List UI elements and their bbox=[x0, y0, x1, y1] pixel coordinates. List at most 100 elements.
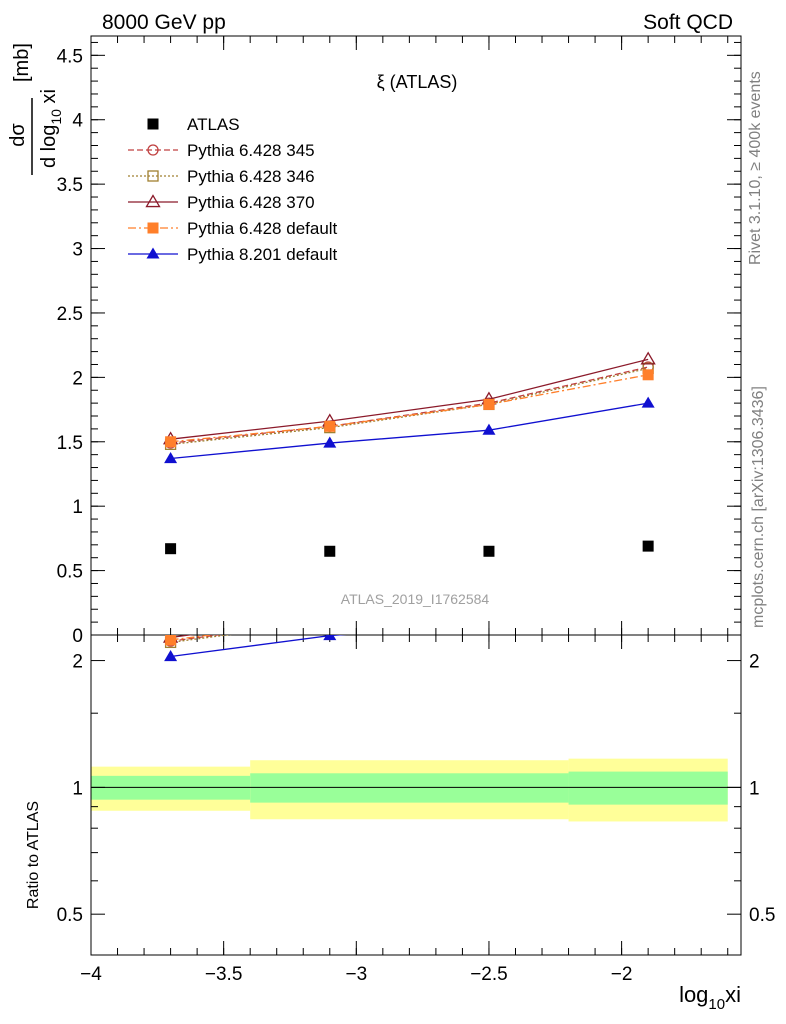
data-point bbox=[323, 436, 337, 448]
series-pythia-8-201-default bbox=[164, 396, 655, 464]
legend-label: Pythia 6.428 346 bbox=[187, 167, 315, 186]
series-atlas bbox=[165, 540, 654, 557]
data-point bbox=[165, 543, 177, 555]
y-tick-label: 2.5 bbox=[57, 304, 83, 325]
y-tick-label: 4 bbox=[72, 111, 83, 132]
ratio-tick-label-left: 1 bbox=[72, 778, 83, 799]
legend-entry-pythia-6-428-default: Pythia 6.428 default bbox=[128, 219, 338, 238]
header-right: Soft QCD bbox=[643, 11, 733, 34]
watermark: ATLAS_2019_I1762584 bbox=[341, 591, 490, 607]
ratio-point bbox=[642, 605, 655, 616]
ratio-point bbox=[165, 635, 177, 646]
ratio-point bbox=[643, 581, 653, 591]
legend-label: Pythia 6.428 345 bbox=[187, 141, 315, 160]
legend-marker bbox=[147, 118, 159, 130]
ylabel-unit: [mb] bbox=[11, 43, 33, 82]
y-tick-label: 2 bbox=[72, 368, 83, 389]
series-line bbox=[170, 374, 649, 443]
series-line bbox=[170, 367, 649, 445]
xlabel-post: xi bbox=[725, 982, 741, 1007]
plot-title: ξ (ATLAS) bbox=[377, 72, 458, 92]
band-inner bbox=[250, 773, 569, 803]
series-line bbox=[170, 402, 649, 460]
ratio-tick-label-right: 1 bbox=[749, 778, 760, 799]
band-inner bbox=[568, 771, 728, 805]
y-tick-label: 0.5 bbox=[57, 562, 83, 583]
series-pythia-6-428-370 bbox=[162, 351, 656, 445]
y-axis-label-main: dσ d log10 xi [mb] bbox=[7, 43, 64, 175]
series-pythia-6-428-default bbox=[165, 369, 654, 448]
y-tick-label: 3 bbox=[72, 240, 83, 261]
data-point bbox=[640, 351, 656, 365]
axes: −4 −3.5 −3 −2.5 −2 0 0.5 1 1.5 2 2.5 3 3.5 4 4.5 0.5 0.5… bbox=[57, 35, 775, 985]
ratio-frame bbox=[90, 634, 742, 956]
ratio-tick-label-left: 0.5 bbox=[57, 905, 83, 926]
xlabel-pre: log bbox=[679, 982, 708, 1007]
y-tick-label: 1 bbox=[72, 497, 83, 518]
ratio-pythia-8-201-default bbox=[164, 605, 655, 662]
ylabel-den-sub: 10 bbox=[48, 109, 64, 125]
ratio-point bbox=[643, 585, 654, 596]
legend-label: Pythia 6.428 370 bbox=[187, 193, 315, 212]
legend-entry-pythia-6-428-346: Pythia 6.428 346 bbox=[128, 167, 315, 186]
ylabel-den-post: xi bbox=[38, 89, 60, 109]
x-axis-label: log10xi bbox=[679, 982, 741, 1013]
data-point bbox=[642, 540, 654, 552]
y-tick-label: 1.5 bbox=[57, 433, 83, 454]
ratio-uncertainty-bands bbox=[91, 758, 741, 822]
y-tick-label: 4.5 bbox=[57, 46, 83, 67]
ratio-series bbox=[162, 574, 655, 662]
legend-marker bbox=[147, 170, 159, 182]
legend-marker bbox=[146, 247, 160, 259]
ratio-point bbox=[164, 650, 178, 662]
y-tick-label: 0 bbox=[72, 626, 83, 647]
x-tick-label: −3 bbox=[345, 964, 367, 985]
main-series bbox=[162, 351, 656, 557]
legend-label: Pythia 8.201 default bbox=[187, 245, 338, 264]
legend-entry-pythia-6-428-370: Pythia 6.428 370 bbox=[128, 193, 315, 212]
ylabel-num: dσ bbox=[7, 123, 29, 147]
legend: ATLAS Pythia 6.428 345 Pythia 6.428 346 Pyt… bbox=[128, 115, 338, 264]
legend-entry-pythia-8-201-default: Pythia 8.201 default bbox=[128, 245, 338, 264]
y-tick-label: 3.5 bbox=[57, 175, 83, 196]
legend-label: ATLAS bbox=[187, 115, 240, 134]
series-line bbox=[170, 358, 649, 440]
legend-label: Pythia 6.428 default bbox=[187, 219, 338, 238]
ratio-point bbox=[323, 635, 337, 641]
ratio-tick-label-right: 2 bbox=[749, 652, 760, 673]
data-point bbox=[641, 396, 655, 408]
ylabel-den: d log10 xi bbox=[38, 89, 64, 168]
data-point bbox=[642, 369, 654, 381]
ratio-point bbox=[323, 609, 336, 620]
ratio-tick-label-left: 2 bbox=[72, 652, 83, 673]
ratio-point bbox=[643, 581, 653, 591]
x-tick-label: −2.5 bbox=[470, 964, 508, 985]
ratio-pythia-6-428-default bbox=[165, 585, 654, 646]
ylabel-den-pre: d log bbox=[38, 125, 60, 168]
data-point bbox=[482, 423, 496, 435]
data-point bbox=[483, 545, 495, 557]
ratio-line bbox=[170, 635, 347, 658]
side-rivet: Rivet 3.1.10, ≥ 400k events bbox=[747, 71, 764, 265]
data-point bbox=[164, 452, 178, 464]
ratio-tick-label-right: 0.5 bbox=[749, 905, 775, 926]
data-point bbox=[165, 436, 177, 448]
legend-entry-atlas: ATLAS bbox=[147, 115, 240, 134]
x-tick-label: −4 bbox=[80, 964, 102, 985]
legend-marker bbox=[147, 222, 159, 234]
x-tick-label: −3.5 bbox=[205, 964, 243, 985]
ratio-point bbox=[325, 615, 335, 625]
legend-entry-pythia-6-428-345: Pythia 6.428 345 bbox=[128, 141, 315, 160]
data-point bbox=[483, 398, 495, 410]
data-point bbox=[324, 420, 336, 432]
ratio-point bbox=[324, 615, 335, 626]
y-axis-label-ratio: Ratio to ATLAS bbox=[25, 801, 42, 909]
legend-marker bbox=[147, 144, 159, 156]
xlabel-sub: 10 bbox=[708, 996, 725, 1013]
legend-marker bbox=[145, 194, 161, 208]
side-mcplots: mcplots.cern.ch [arXiv:1306.3436] bbox=[750, 386, 767, 628]
ratio-point bbox=[325, 616, 335, 626]
x-tick-label: −2 bbox=[611, 964, 633, 985]
data-point bbox=[324, 545, 336, 557]
ratio-point bbox=[642, 574, 655, 585]
